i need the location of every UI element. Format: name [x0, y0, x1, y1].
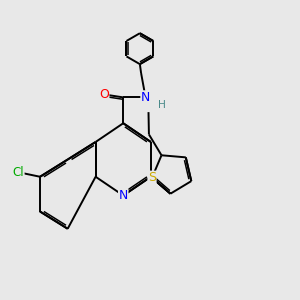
Text: S: S [148, 171, 156, 184]
Text: N: N [118, 189, 128, 202]
Text: N: N [141, 91, 150, 104]
Text: H: H [158, 100, 166, 110]
Text: O: O [99, 88, 109, 101]
Text: Cl: Cl [12, 166, 24, 179]
